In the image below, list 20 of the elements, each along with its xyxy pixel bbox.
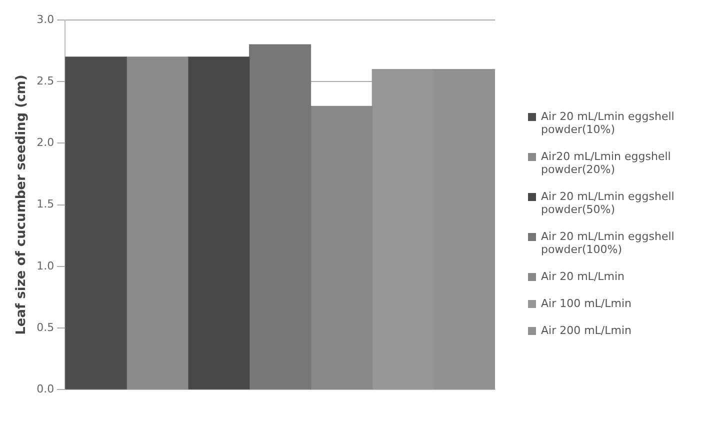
y-tick-label: 1.5	[36, 198, 54, 211]
legend-label: Air20 mL/Lmin eggshell powder(20%)	[541, 150, 672, 176]
bar	[65, 56, 127, 390]
bar	[188, 56, 250, 390]
y-tick-label: 0.5	[36, 320, 54, 334]
y-tick-label: 0.0	[36, 382, 54, 396]
y-tick-label: 1.0	[36, 259, 54, 272]
y-tick-label: 2.5	[36, 74, 54, 88]
legend-label: Air 20 mL/Lmin eggshell powder(10%)	[541, 110, 676, 136]
bar	[310, 106, 372, 390]
y-tick-label: 3.0	[36, 12, 54, 26]
bar	[126, 56, 188, 390]
legend-label: Air 20 mL/Lmin	[541, 270, 625, 283]
legend-label: Air 20 mL/Lmin eggshell powder(50%)	[541, 190, 676, 216]
legend-label: Air 20 mL/Lmin eggshell powder(100%)	[541, 230, 676, 256]
y-axis-title: Leaf size of cucumber seeding (cm)	[14, 74, 30, 335]
legend-label: Air 200 mL/Lmin	[541, 324, 632, 337]
bar	[249, 44, 312, 390]
legend-label: Air 100 mL/Lmin	[541, 297, 632, 310]
y-tick-label: 2.0	[36, 136, 54, 150]
